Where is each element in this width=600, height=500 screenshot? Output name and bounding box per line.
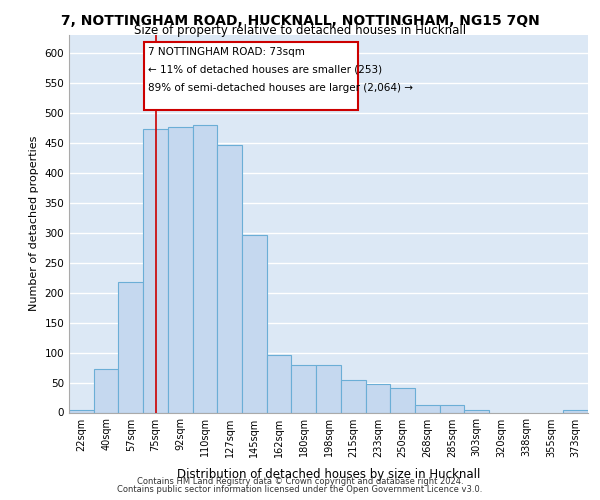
- Bar: [118, 282, 143, 412]
- Text: Contains HM Land Registry data © Crown copyright and database right 2024.: Contains HM Land Registry data © Crown c…: [137, 477, 463, 486]
- Bar: [440, 404, 464, 412]
- Bar: [217, 144, 242, 412]
- Text: 89% of semi-detached houses are larger (2,064) →: 89% of semi-detached houses are larger (…: [148, 82, 413, 92]
- Bar: [341, 380, 365, 412]
- Bar: [365, 384, 390, 412]
- Bar: [563, 410, 588, 412]
- FancyBboxPatch shape: [145, 42, 358, 110]
- Bar: [464, 410, 489, 412]
- Text: Contains public sector information licensed under the Open Government Licence v3: Contains public sector information licen…: [118, 485, 482, 494]
- Bar: [415, 404, 440, 412]
- Bar: [168, 128, 193, 412]
- Bar: [143, 129, 168, 412]
- X-axis label: Distribution of detached houses by size in Hucknall: Distribution of detached houses by size …: [177, 468, 480, 481]
- Text: 7, NOTTINGHAM ROAD, HUCKNALL, NOTTINGHAM, NG15 7QN: 7, NOTTINGHAM ROAD, HUCKNALL, NOTTINGHAM…: [61, 14, 539, 28]
- Bar: [292, 364, 316, 412]
- Bar: [267, 355, 292, 412]
- Text: Size of property relative to detached houses in Hucknall: Size of property relative to detached ho…: [134, 24, 466, 37]
- Bar: [193, 125, 217, 412]
- Bar: [69, 410, 94, 412]
- Text: 7 NOTTINGHAM ROAD: 73sqm: 7 NOTTINGHAM ROAD: 73sqm: [148, 47, 305, 57]
- Bar: [390, 388, 415, 412]
- Y-axis label: Number of detached properties: Number of detached properties: [29, 136, 39, 312]
- Text: ← 11% of detached houses are smaller (253): ← 11% of detached houses are smaller (25…: [148, 65, 382, 75]
- Bar: [94, 370, 118, 412]
- Bar: [316, 364, 341, 412]
- Bar: [242, 234, 267, 412]
